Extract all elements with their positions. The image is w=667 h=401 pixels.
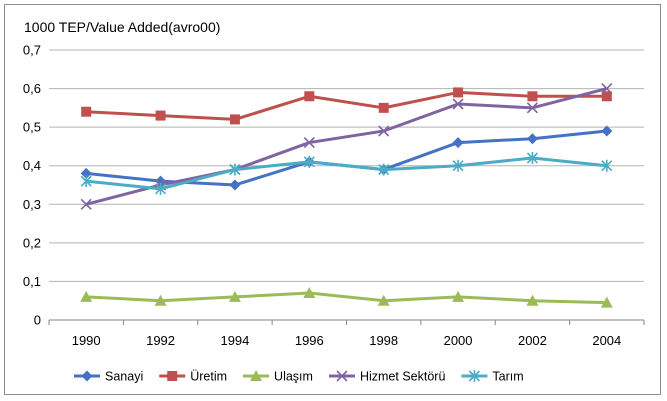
series (81, 87, 612, 125)
data-point (154, 294, 167, 306)
chart-frame (4, 4, 661, 395)
series-group (80, 83, 613, 308)
y-tick-label: 0,5 (23, 120, 41, 135)
data-point (601, 125, 613, 137)
data-point (601, 91, 612, 102)
x-tick-label: 2002 (518, 333, 547, 348)
data-point (304, 91, 315, 102)
data-point (526, 294, 539, 306)
data-point (527, 91, 538, 102)
series (80, 152, 613, 195)
y-tick-label: 0 (34, 313, 41, 328)
y-tick-label: 0,3 (23, 197, 41, 212)
data-point (377, 294, 390, 306)
y-tick-label: 0,1 (23, 274, 41, 289)
x-tick-label: 2000 (444, 333, 473, 348)
x-tick-labels: 1990 1992 1994 1996 1998 2000 2002 2004 (48, 320, 645, 348)
legend-label: Üretim (190, 370, 227, 384)
series-line (86, 156, 607, 191)
series-line (85, 87, 608, 206)
series-line (86, 291, 607, 305)
data-point (250, 370, 263, 381)
series (80, 287, 613, 308)
data-point (229, 114, 240, 125)
legend-item: Üretim (159, 370, 227, 384)
data-point (452, 98, 464, 110)
gridlines (49, 49, 644, 321)
legend-item: Sanayi (74, 370, 143, 384)
data-point (167, 371, 178, 381)
legend-item: Hizmet Sektörü (328, 370, 445, 384)
y-tick-label: 0,4 (23, 158, 41, 173)
data-point (80, 167, 92, 179)
data-point (80, 198, 92, 210)
x-tick-label: 2004 (592, 333, 621, 348)
data-point (452, 137, 464, 149)
data-point (336, 370, 348, 382)
legend-label: Hizmet Sektörü (360, 370, 445, 384)
data-point (601, 159, 613, 172)
data-point (378, 102, 389, 113)
data-point (303, 287, 316, 298)
y-tick-label: 0,7 (23, 43, 41, 58)
x-tick-label: 1994 (220, 333, 249, 348)
y-tick-label: 0,2 (23, 235, 41, 250)
data-point (228, 290, 241, 302)
y-axis-title: 1000 TEP/Value Added(avro00) (24, 19, 220, 35)
data-point (229, 163, 241, 176)
data-point (452, 290, 465, 302)
legend-item: Tarım (461, 370, 524, 384)
legend-label: Ulaşım (274, 370, 313, 384)
x-tick-label: 1990 (72, 333, 101, 348)
data-point (81, 370, 93, 382)
data-point (80, 175, 92, 188)
data-point (526, 102, 539, 114)
x-tick-label: 1996 (295, 333, 324, 348)
data-point (378, 125, 390, 137)
data-point (81, 106, 92, 117)
legend-label: Tarım (492, 370, 523, 384)
data-point (452, 159, 464, 172)
series-line (86, 90, 607, 121)
data-point (378, 163, 390, 176)
data-point (468, 370, 480, 382)
data-point (601, 83, 613, 95)
y-tick-labels: 0 0,1 0,2 0,3 0,4 0,5 0,6 0,7 (23, 43, 41, 328)
data-point (80, 290, 93, 302)
data-point (453, 87, 464, 98)
data-point (154, 182, 167, 195)
legend: Sanayi Üretim Ulaşım Hizmet Sektörü Tarım (74, 370, 524, 384)
data-point (600, 296, 613, 308)
data-point (526, 152, 539, 164)
data-point (526, 133, 538, 145)
legend-item: Ulaşım (243, 370, 313, 384)
x-tick-label: 1992 (146, 333, 175, 348)
data-point (155, 110, 166, 121)
legend-label: Sanayi (105, 370, 143, 384)
data-point (303, 137, 315, 149)
x-tick-label: 1998 (369, 333, 398, 348)
data-point (303, 155, 315, 168)
y-tick-label: 0,6 (23, 81, 41, 96)
data-point (229, 179, 241, 191)
